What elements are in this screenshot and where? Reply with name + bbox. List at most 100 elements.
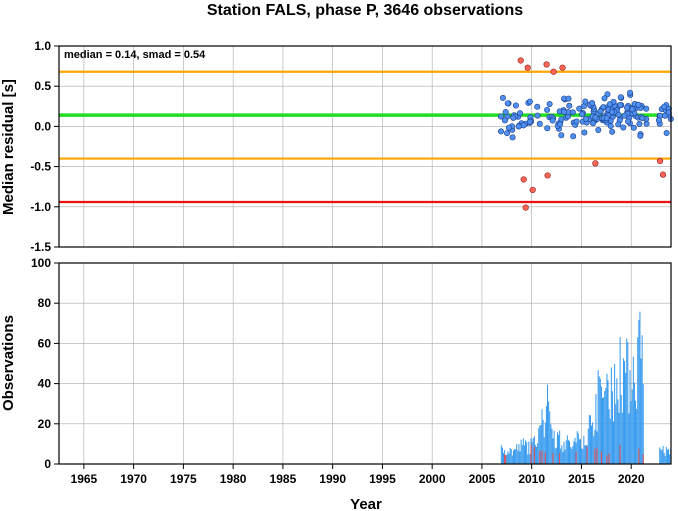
observation-bar — [637, 337, 639, 464]
observation-bar — [607, 380, 609, 464]
observation-bar — [521, 444, 523, 464]
residual-point — [573, 118, 580, 125]
residual-point — [504, 130, 511, 137]
outlier-point — [517, 57, 524, 64]
observation-bar — [572, 446, 574, 464]
observation-bar — [617, 399, 619, 464]
observation-bar — [619, 336, 621, 464]
outlier-point — [543, 61, 550, 68]
observation-bar — [519, 451, 521, 464]
y-tick-label: 60 — [38, 336, 52, 350]
residual-point — [617, 101, 624, 108]
observation-bar — [664, 455, 666, 464]
observation-bar — [626, 338, 628, 464]
outlier-bar — [544, 452, 546, 464]
outlier-bar — [638, 448, 640, 464]
observation-bar — [536, 446, 538, 464]
observation-bar — [570, 446, 572, 464]
observation-bar — [628, 413, 630, 464]
observation-bar — [506, 454, 508, 464]
residual-point — [509, 134, 516, 141]
observation-bar — [554, 448, 556, 464]
observation-bar — [618, 412, 620, 464]
residual-point — [558, 132, 565, 139]
observation-bar — [527, 454, 529, 464]
observation-bar — [544, 422, 546, 464]
outlier-point — [544, 172, 551, 179]
residual-point — [604, 91, 611, 98]
observations-frame — [58, 262, 672, 465]
observations-plot-area — [59, 263, 671, 464]
outlier-bar — [504, 454, 506, 464]
observation-bar — [526, 442, 528, 464]
x-tick-label: 2020 — [618, 472, 645, 486]
outlier-bar — [642, 454, 644, 464]
observation-bar — [574, 437, 576, 464]
x-ticks: 1965 1970 1975 1980 1985 1990 1995 2000 2005 2010… — [71, 464, 645, 486]
residual-frame — [58, 45, 672, 248]
observation-bar — [564, 449, 566, 464]
residual-point — [595, 126, 602, 133]
observation-bar — [585, 444, 587, 464]
x-tick-label: 2015 — [568, 472, 595, 486]
observation-bar — [577, 433, 579, 464]
observation-bar — [514, 449, 516, 464]
residual-point — [566, 102, 573, 109]
residual-point — [512, 102, 519, 109]
residual-plot-area — [59, 46, 671, 247]
observation-bar — [508, 453, 510, 464]
observation-bar — [630, 401, 632, 464]
observation-bar — [549, 411, 551, 464]
observation-bar — [616, 378, 618, 464]
outlier-point — [522, 204, 529, 211]
observation-bar — [576, 431, 578, 464]
x-tick-label: 1985 — [270, 472, 297, 486]
x-tick-label: 1995 — [369, 472, 396, 486]
observation-bar — [560, 448, 562, 464]
observation-bar — [555, 447, 557, 464]
observation-bar — [640, 358, 642, 464]
observation-bar — [556, 432, 558, 464]
observation-bar — [565, 440, 567, 464]
y-tick-label: 0.5 — [34, 79, 51, 93]
observation-bar — [661, 450, 663, 464]
observation-bar — [523, 445, 525, 464]
residual-point — [561, 109, 568, 116]
residual-point — [615, 121, 622, 128]
observation-bar — [614, 364, 616, 464]
residual-point — [534, 103, 541, 110]
observation-bar — [597, 370, 599, 464]
residual-point — [534, 112, 541, 119]
observation-bar — [531, 442, 533, 464]
observation-bar — [602, 397, 604, 464]
residual-point — [621, 112, 628, 119]
observation-bar — [538, 428, 540, 464]
observation-bar — [571, 448, 573, 464]
residual-point — [639, 115, 646, 122]
observation-bar — [540, 424, 542, 464]
x-tick-label: 1970 — [120, 472, 147, 486]
observation-bar — [573, 441, 575, 464]
chart-title: Station FALS, phase P, 3646 observations — [207, 2, 523, 19]
observation-bar — [591, 425, 593, 464]
residual-point — [510, 114, 517, 121]
y-tick-label: 0 — [44, 457, 51, 471]
residual-point — [557, 121, 564, 128]
residual-point — [592, 114, 599, 121]
residual-y-label: Median residual [s] — [0, 79, 17, 215]
observation-bar — [512, 450, 514, 464]
observation-bar — [518, 444, 520, 464]
observation-bar — [669, 454, 671, 464]
observation-bar — [595, 394, 597, 464]
observation-bar — [550, 424, 552, 464]
observation-bar — [633, 382, 635, 464]
residual-point — [569, 109, 576, 116]
observation-bar — [631, 389, 633, 464]
residual-point — [581, 129, 588, 136]
outlier-bar — [575, 451, 577, 464]
residual-point — [582, 115, 589, 122]
observation-bar — [558, 434, 560, 464]
x-tick-label: 1965 — [71, 472, 98, 486]
residual-point — [590, 120, 597, 127]
